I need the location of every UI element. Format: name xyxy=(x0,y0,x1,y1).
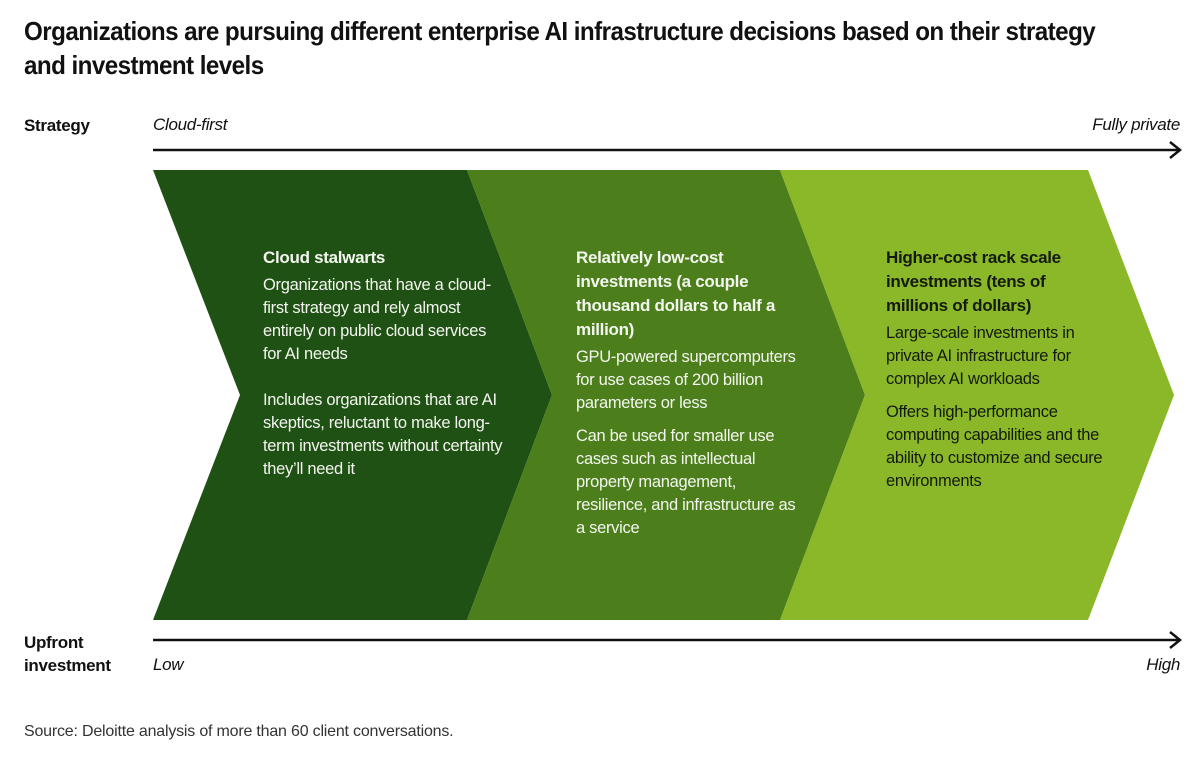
segment-low-cost: Relatively low-cost investments (a coupl… xyxy=(576,246,806,550)
chevron-cloud-stalwarts xyxy=(153,170,552,620)
investment-start-label: Low xyxy=(153,655,184,674)
segment-heading: Relatively low-cost investments (a coupl… xyxy=(576,248,776,339)
investment-axis-arrow xyxy=(153,631,1183,649)
segment-paragraph: Large-scale investments in private AI in… xyxy=(886,324,1075,388)
segment-high-cost: Higher-cost rack scale investments (tens… xyxy=(886,246,1111,503)
segment-cloud-stalwarts: Cloud stalwarts Organizations that have … xyxy=(263,246,503,491)
chevron-high-cost xyxy=(780,170,1174,620)
strategy-axis-arrow xyxy=(153,141,1183,159)
segment-paragraph: Organizations that have a cloud-first st… xyxy=(263,276,491,363)
segment-heading: Cloud stalwarts xyxy=(263,248,386,267)
strategy-end-label: Fully private xyxy=(1092,115,1180,134)
segment-paragraph: Can be used for smaller use cases such a… xyxy=(576,427,796,537)
investment-end-label: High xyxy=(1146,655,1180,674)
strategy-start-label: Cloud-first xyxy=(153,115,228,134)
investment-axis-label-line1: Upfront xyxy=(24,633,84,652)
segment-heading: Higher-cost rack scale investments (tens… xyxy=(886,248,1061,315)
segment-paragraph: Includes organizations that are AI skept… xyxy=(263,391,503,478)
strategy-axis-label: Strategy xyxy=(24,116,90,135)
chevron-low-cost xyxy=(467,170,865,620)
segment-paragraph: GPU-powered supercomputers for use cases… xyxy=(576,348,796,412)
investment-axis-label-line2: investment xyxy=(24,656,111,675)
segment-paragraph: Offers high-performance computing capabi… xyxy=(886,403,1103,490)
page-title: Organizations are pursuing different ent… xyxy=(24,16,1096,80)
source-note: Source: Deloitte analysis of more than 6… xyxy=(24,723,454,740)
